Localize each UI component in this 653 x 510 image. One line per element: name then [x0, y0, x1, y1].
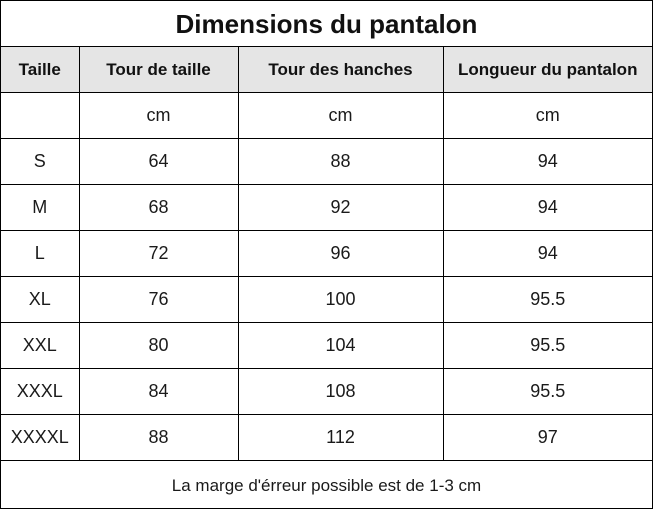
header-row: Taille Tour de taille Tour des hanches L… [1, 47, 652, 93]
unit-cell-size [1, 92, 80, 139]
size-table: Taille Tour de taille Tour des hanches L… [1, 47, 652, 461]
header-waist: Tour de taille [78, 47, 239, 93]
size-cell: L [1, 230, 80, 277]
unit-cell-hips: cm [237, 92, 444, 139]
waist-cell: 68 [78, 184, 239, 231]
length-cell: 97 [442, 414, 652, 461]
chart-title: Dimensions du pantalon [1, 1, 652, 47]
length-cell: 94 [442, 138, 652, 185]
waist-cell: 88 [78, 414, 239, 461]
header-length: Longueur du pantalon [442, 47, 652, 93]
hips-cell: 112 [237, 414, 444, 461]
table-row-s: S 64 88 94 [1, 138, 652, 185]
table-row-l: L 72 96 94 [1, 230, 652, 277]
header-size: Taille [1, 47, 80, 93]
size-cell: M [1, 184, 80, 231]
waist-cell: 72 [78, 230, 239, 277]
size-cell: S [1, 138, 80, 185]
table-row-xxxl: XXXL 84 108 95.5 [1, 368, 652, 415]
waist-cell: 76 [78, 276, 239, 323]
length-cell: 95.5 [442, 276, 652, 323]
error-margin-note: La marge d'érreur possible est de 1-3 cm [171, 476, 482, 495]
length-cell: 95.5 [442, 322, 652, 369]
size-cell: XXXXL [1, 414, 80, 461]
table-row-m: M 68 92 94 [1, 184, 652, 231]
header-hips: Tour des hanches [237, 47, 444, 93]
table-row-xxl: XXL 80 104 95.5 [1, 322, 652, 369]
waist-cell: 64 [78, 138, 239, 185]
size-cell: XXL [1, 322, 80, 369]
unit-cell-length: cm [442, 92, 652, 139]
length-cell: 94 [442, 184, 652, 231]
waist-cell: 80 [78, 322, 239, 369]
unit-cell-waist: cm [78, 92, 239, 139]
size-cell: XXXL [1, 368, 80, 415]
hips-cell: 108 [237, 368, 444, 415]
hips-cell: 88 [237, 138, 444, 185]
waist-cell: 84 [78, 368, 239, 415]
length-cell: 94 [442, 230, 652, 277]
hips-cell: 92 [237, 184, 444, 231]
table-row-xl: XL 76 100 95.5 [1, 276, 652, 323]
hips-cell: 96 [237, 230, 444, 277]
length-cell: 95.5 [442, 368, 652, 415]
size-cell: XL [1, 276, 80, 323]
hips-cell: 104 [237, 322, 444, 369]
table-row-xxxxl: XXXXL 88 112 97 [1, 414, 652, 461]
unit-row: cm cm cm [1, 92, 652, 139]
hips-cell: 100 [237, 276, 444, 323]
